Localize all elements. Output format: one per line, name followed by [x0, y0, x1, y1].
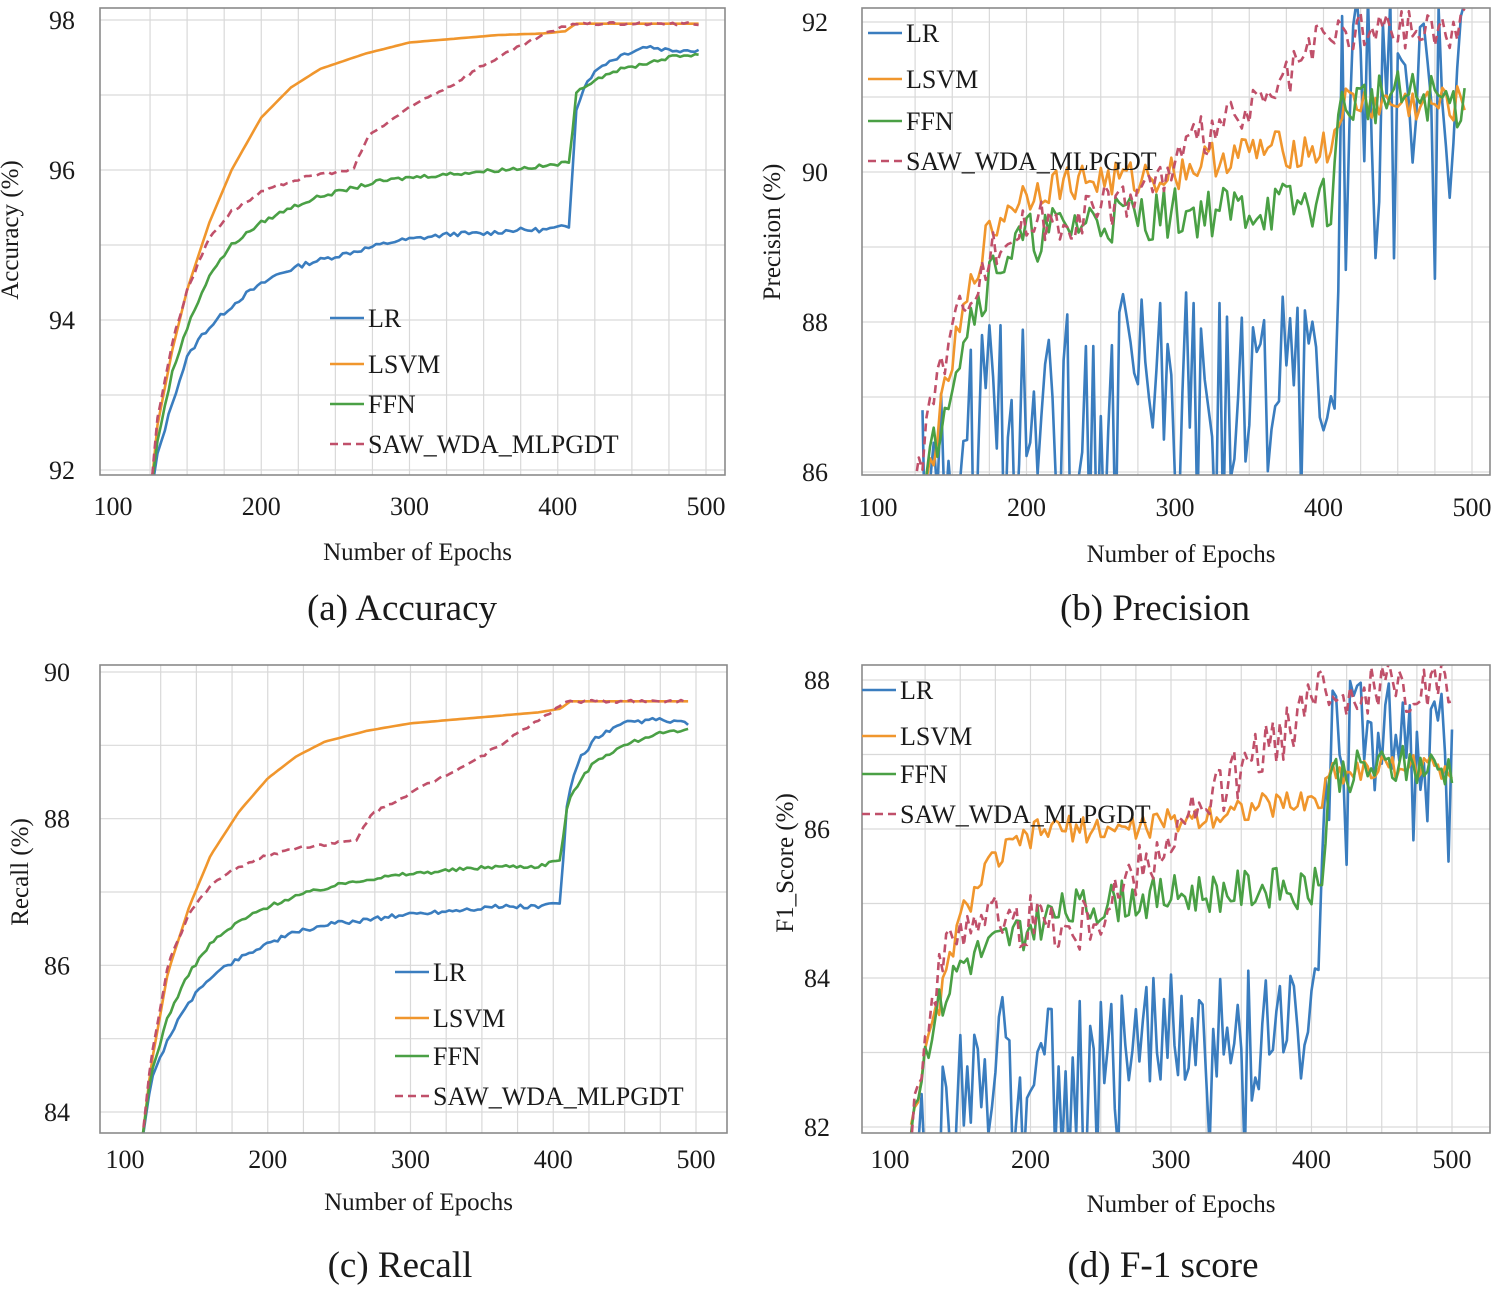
x-tick-label: 500: [1453, 493, 1492, 522]
x-tick-label: 200: [242, 492, 281, 521]
x-tick-label: 100: [106, 1145, 145, 1174]
series-line-lr: [142, 716, 689, 1133]
legend-entry-ffn: FFN: [900, 760, 948, 789]
y-tick-label: 84: [44, 1098, 70, 1127]
y-axis-label: Accuracy (%): [0, 160, 24, 300]
series-line-lsvm: [151, 22, 699, 475]
series-line-lr: [152, 44, 700, 475]
series-line-lr: [921, 8, 1465, 475]
legend-entry-ffn: FFN: [433, 1042, 481, 1071]
legend-entry-lr: LR: [900, 676, 934, 705]
y-tick-label: 94: [49, 306, 75, 335]
legend-entry-saw-wda-mlpgdt: SAW_WDA_MLPGDT: [368, 430, 619, 459]
legend: LR LSVM FFN SAW_WDA_MLPGDT: [395, 958, 684, 1111]
x-tick-label: 500: [687, 492, 726, 521]
x-axis-label: Number of Epochs: [324, 1189, 513, 1216]
legend-entry-lsvm: LSVM: [368, 350, 440, 379]
series-line-saw-wda-mlpgdt: [151, 20, 699, 475]
series-line-saw-wda-mlpgdt: [910, 665, 1453, 1133]
legend-entry-saw-wda-mlpgdt: SAW_WDA_MLPGDT: [906, 147, 1157, 176]
legend-entry-lsvm: LSVM: [906, 65, 978, 94]
chart-panel-a: 100 200 300 400 500 92 94 96 98 Number of Epochs A…: [0, 6, 726, 629]
y-tick-label: 90: [802, 158, 828, 187]
x-tick-label: 100: [859, 493, 898, 522]
y-tick-label: 88: [44, 805, 70, 834]
y-tick-label: 88: [804, 666, 830, 695]
y-tick-label: 86: [44, 951, 70, 980]
series-group: [151, 20, 700, 475]
series-group: [915, 8, 1466, 475]
y-tick-label: 88: [802, 308, 828, 337]
x-axis-label: Number of Epochs: [323, 539, 512, 566]
chart-panel-c: 100 200 300 400 500 84 86 88 90 Number of Epochs R…: [7, 658, 728, 1286]
series-line-ffn: [925, 70, 1466, 475]
x-tick-label: 200: [1007, 493, 1046, 522]
series-line-lsvm: [909, 754, 1453, 1126]
x-tick-label: 400: [534, 1145, 573, 1174]
x-tick-label: 100: [94, 492, 133, 521]
series-line-ffn: [151, 52, 699, 475]
plot-frame: [99, 664, 728, 1134]
legend-entry-saw-wda-mlpgdt: SAW_WDA_MLPGDT: [433, 1082, 684, 1111]
series-line-lr: [917, 679, 1454, 1133]
x-axis-label: Number of Epochs: [1087, 541, 1276, 568]
y-tick-label: 98: [49, 6, 75, 35]
panel-caption: (b) Precision: [1060, 588, 1250, 629]
x-tick-label: 300: [391, 1145, 430, 1174]
plot-frame: [99, 7, 726, 476]
x-tick-label: 400: [1292, 1145, 1331, 1174]
legend-entry-lr: LR: [906, 19, 940, 48]
series-group: [141, 698, 689, 1133]
x-tick-label: 300: [390, 492, 429, 521]
y-axis-label: Recall (%): [7, 818, 34, 926]
legend-entry-saw-wda-mlpgdt: SAW_WDA_MLPGDT: [900, 800, 1151, 829]
y-tick-label: 96: [49, 156, 75, 185]
legend-entry-lr: LR: [368, 304, 402, 333]
y-tick-label: 82: [804, 1113, 830, 1142]
plot-frame: [861, 7, 1491, 476]
panel-caption: (d) F-1 score: [1067, 1245, 1258, 1286]
gridlines: [100, 8, 725, 475]
series-line-ffn: [141, 727, 689, 1133]
legend: LR LSVM FFN SAW_WDA_MLPGDT: [868, 19, 1157, 176]
x-tick-label: 200: [248, 1145, 287, 1174]
y-axis-label: F1_Score (%): [772, 793, 799, 933]
x-tick-label: 500: [1433, 1145, 1472, 1174]
panel-caption: (a) Accuracy: [307, 588, 498, 629]
plot-area: [100, 665, 727, 1133]
legend-entry-lr: LR: [433, 958, 467, 987]
chart-panel-d: 100 200 300 400 500 82 84 86 88 Number of Epochs F…: [772, 664, 1491, 1286]
y-tick-label: 86: [802, 458, 828, 487]
x-tick-label: 500: [677, 1145, 716, 1174]
panel-caption: (c) Recall: [328, 1245, 473, 1286]
x-tick-label: 300: [1152, 1145, 1191, 1174]
y-tick-label: 90: [44, 658, 70, 687]
legend-entry-lsvm: LSVM: [900, 722, 972, 751]
x-axis-label: Number of Epochs: [1087, 1191, 1276, 1218]
series-line-saw-wda-mlpgdt: [141, 698, 689, 1133]
chart-panel-b: 100 200 300 400 500 86 88 90 92 Number of Epochs P…: [759, 7, 1492, 629]
y-tick-label: 86: [804, 815, 830, 844]
series-group: [909, 665, 1454, 1133]
y-axis-label: Precision (%): [759, 164, 786, 301]
x-tick-label: 300: [1156, 493, 1195, 522]
series-line-saw-wda-mlpgdt: [915, 8, 1466, 475]
legend: LR LSVM FFN SAW_WDA_MLPGDT: [330, 304, 619, 459]
legend-entry-ffn: FFN: [906, 107, 954, 136]
gridlines: [100, 665, 727, 1133]
y-tick-label: 92: [802, 8, 828, 37]
legend-entry-ffn: FFN: [368, 390, 416, 419]
legend-entry-lsvm: LSVM: [433, 1004, 505, 1033]
plot-frame: [861, 664, 1491, 1134]
y-tick-label: 92: [49, 456, 75, 485]
y-tick-label: 84: [804, 964, 830, 993]
legend: LR LSVM FFN SAW_WDA_MLPGDT: [862, 676, 1151, 829]
x-tick-label: 400: [1304, 493, 1343, 522]
x-tick-label: 100: [871, 1145, 910, 1174]
x-tick-label: 200: [1011, 1145, 1050, 1174]
x-tick-label: 400: [538, 492, 577, 521]
